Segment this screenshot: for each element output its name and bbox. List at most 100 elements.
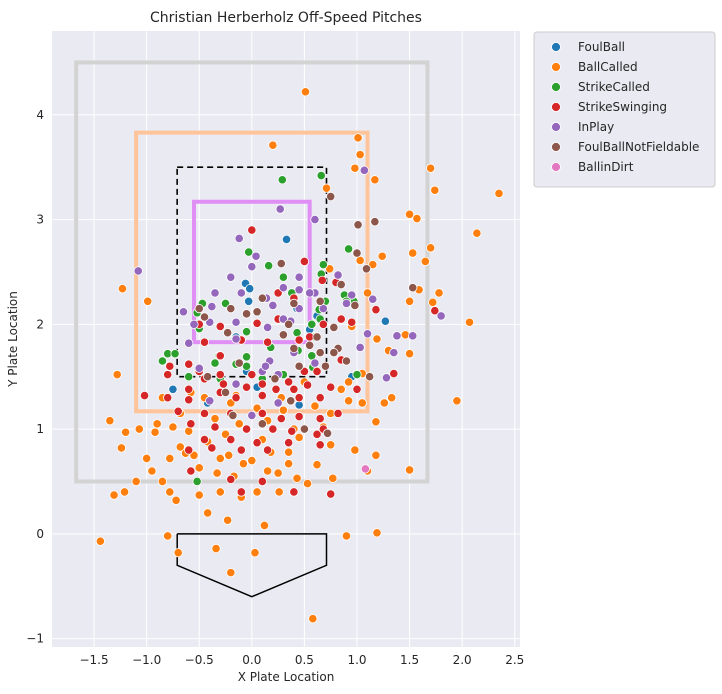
pitch-point [404,349,415,359]
x-axis-label: X Plate Location [238,670,335,684]
pitch-point [234,233,244,244]
x-tick-label: 1.5 [400,653,419,667]
legend-label: FoulBall [578,40,625,54]
pitch-point [109,490,119,500]
pitch-point [184,384,194,394]
pitch-point [215,351,225,361]
pitch-point [310,358,320,368]
pitch-point [223,328,233,338]
pitch-point [184,395,194,405]
pitch-point [139,390,150,401]
pitch-point [310,214,320,225]
pitch-point [289,343,299,354]
pitch-point [341,298,352,308]
pitch-point [252,307,262,317]
pitch-point [257,419,267,429]
pitch-point [325,264,335,274]
pitch-point [372,334,382,344]
pitch-point [205,396,215,406]
pitch-point [247,225,257,235]
pitch-point [270,374,280,384]
legend-marker [551,82,561,92]
pitch-point [389,348,399,358]
pitch-point [241,352,252,362]
pitch-point [381,373,392,383]
x-tick-label: 1.0 [347,653,366,667]
pitch-point [289,298,299,308]
pitch-point [312,332,322,342]
pitch-point [430,185,440,195]
y-tick-label: 2 [36,317,44,331]
pitch-point [389,368,399,379]
pitch-point [361,264,372,274]
pitch-point [273,468,283,478]
y-tick-label: 4 [36,108,44,122]
pitch-point [336,314,346,324]
pitch-point [294,335,304,345]
pitch-point [278,272,288,282]
pitch-point [372,528,382,538]
pitch-point [350,163,360,173]
y-tick-label: 3 [36,213,44,227]
pitch-point [194,463,204,473]
pitch-point [289,384,299,394]
pitch-point [299,424,310,434]
pitch-point [357,398,367,408]
pitch-point [199,408,210,418]
pitch-point [289,487,299,497]
pitch-point [352,370,362,380]
pitch-point [408,331,418,341]
pitch-point [262,337,273,347]
pitch-point [315,296,325,306]
pitch-point [284,459,294,469]
pitch-point [184,445,194,455]
pitch-point [224,450,234,460]
pitch-point [362,288,373,298]
pitch-point [163,531,173,541]
pitch-point [347,317,357,327]
pitch-point [343,377,354,387]
legend-label: StrikeSwinging [578,100,667,114]
pitch-point [189,319,199,329]
pitch-point [341,356,352,366]
pitch-point [186,466,196,476]
pitch-point [143,296,153,306]
pitch-point [157,476,168,487]
pitch-point [276,414,286,424]
pitch-point [207,301,217,312]
legend-marker [551,122,561,132]
pitch-point [231,317,241,327]
pitch-point [336,279,346,290]
pitch-point [133,266,143,276]
pitch-point [194,490,204,500]
pitch-point [231,379,241,389]
pitch-point [236,445,246,455]
pitch-point [245,284,255,294]
pitch-point [276,258,286,269]
pitch-point [210,358,220,368]
pitch-point [278,283,288,293]
pitch-point [173,406,183,416]
pitch-point [365,372,375,382]
pitch-point [268,300,278,311]
pitch-point [305,340,315,350]
legend-label: BallCalled [578,60,638,74]
pitch-point [362,329,373,339]
pitch-point [294,432,304,443]
pitch-point [320,361,331,371]
x-tick-label: 2.5 [505,653,524,667]
pitch-point [302,380,313,390]
pitch-point [223,515,233,525]
pitch-point [210,422,220,432]
pitch-point [262,445,273,455]
zone-violet [191,199,312,345]
pitch-point [370,217,380,227]
pitch-point [251,251,261,261]
pitch-point [257,476,267,487]
pitch-point [147,466,157,476]
pitch-point [318,319,328,329]
pitch-point [281,234,292,245]
pitch-point [268,140,278,150]
pitch-point [452,396,462,406]
